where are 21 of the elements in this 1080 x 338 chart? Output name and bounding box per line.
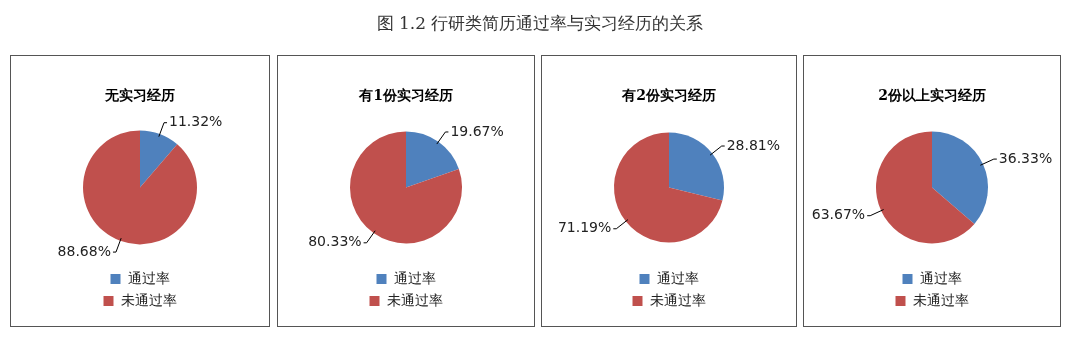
legend-label: 通过率 <box>393 269 436 286</box>
chart-title: 有2份实习经历 <box>621 87 716 104</box>
data-label: 80.33% <box>308 233 362 250</box>
data-label: 19.67% <box>450 122 504 139</box>
legend-label: 通过率 <box>919 269 962 286</box>
data-label: 36.33% <box>998 149 1053 166</box>
data-label: 71.19% <box>557 219 612 236</box>
data-label: 28.81% <box>726 136 781 153</box>
chart-title: 有1份实习经历 <box>358 87 453 104</box>
legend-label: 通过率 <box>127 269 170 286</box>
data-label: 63.67% <box>811 206 866 223</box>
legend-label: 未通过率 <box>649 291 706 308</box>
caption: 图 1.2 行研类简历通过率与实习经历的关系 <box>375 12 705 35</box>
data-label: 11.32% <box>169 113 223 130</box>
legend-label: 未通过率 <box>120 291 177 308</box>
data-label: 88.68% <box>57 242 111 259</box>
legend-label: 通过率 <box>656 269 699 286</box>
legend-label: 未通过率 <box>386 291 443 308</box>
chart-title: 无实习经历 <box>104 87 175 104</box>
chart-title: 2份以上实习经历 <box>878 87 986 104</box>
legend-label: 未通过率 <box>912 291 969 308</box>
